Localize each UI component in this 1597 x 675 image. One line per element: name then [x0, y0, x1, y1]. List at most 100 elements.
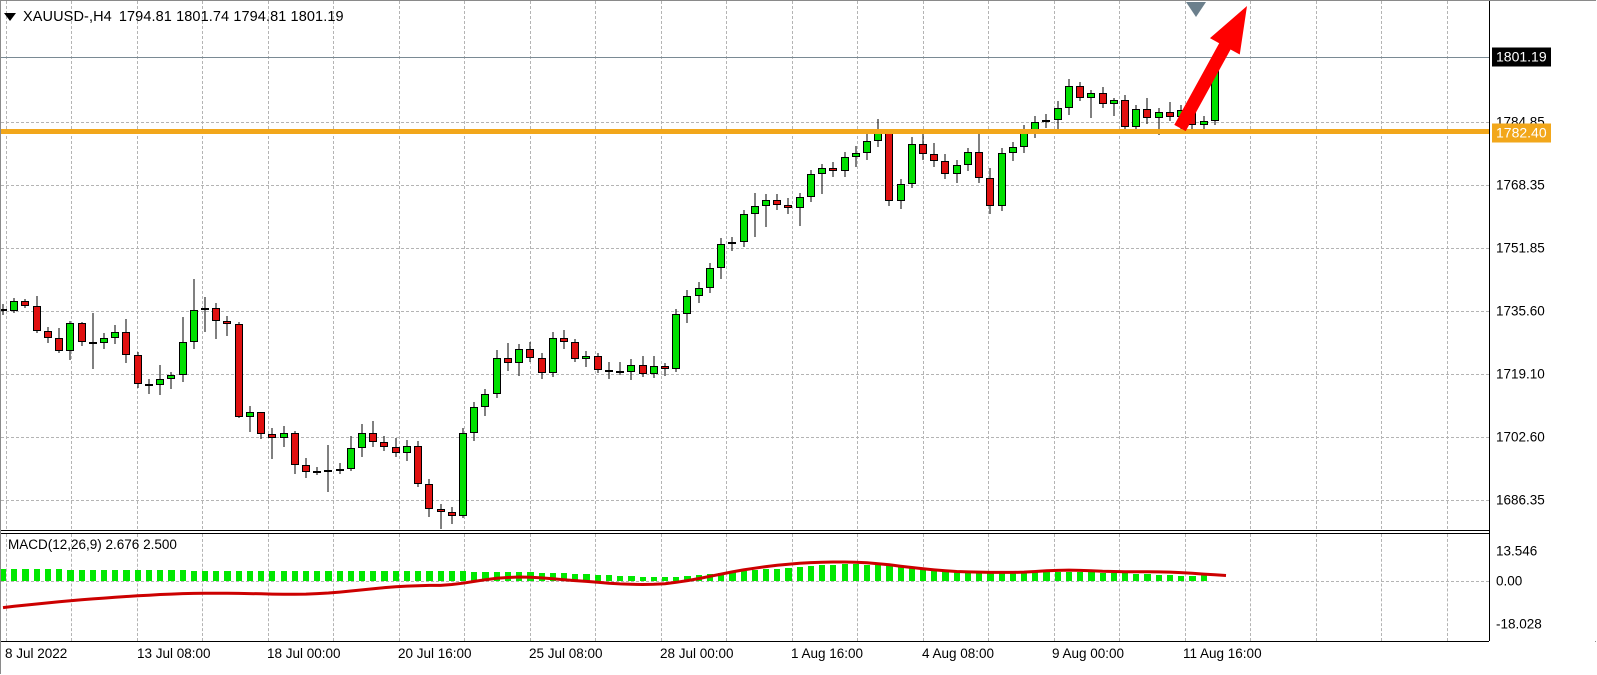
macd-histogram-bar: [168, 570, 175, 581]
candlestick: [324, 1, 333, 529]
macd-histogram-bar: [605, 575, 613, 581]
vertical-gridline: [1184, 1, 1186, 529]
candle-body-bearish: [234, 324, 243, 417]
macd-histogram-bar: [718, 573, 725, 581]
candlestick: [571, 1, 580, 529]
vertical-gridline: [595, 1, 596, 529]
candle-body-bullish: [750, 205, 759, 215]
candlestick: [1, 1, 8, 529]
candle-body-bearish: [593, 356, 602, 371]
vertical-gridline: [464, 1, 465, 529]
candle-body-bearish: [526, 349, 535, 358]
candle-body-bearish: [571, 342, 580, 360]
macd-histogram-bar: [213, 570, 220, 581]
candle-body-bearish: [1076, 86, 1085, 99]
candlestick: [616, 1, 625, 529]
macd-histogram-bar: [471, 571, 478, 581]
macd-histogram-bar: [1166, 575, 1174, 581]
macd-histogram-bar: [179, 570, 186, 581]
macd-histogram-bar: [280, 570, 287, 581]
candle-body-bullish: [245, 412, 254, 417]
candle-wick: [507, 343, 509, 371]
triangle-down-icon[interactable]: [4, 13, 16, 21]
candle-body-bullish: [997, 152, 1006, 206]
macd-histogram-bar: [561, 573, 568, 581]
vertical-gridline: [726, 534, 727, 641]
candle-body-bullish: [896, 183, 905, 202]
price-chart-pane[interactable]: [1, 1, 1489, 529]
vertical-gridline: [1446, 534, 1448, 641]
support-level-line[interactable]: [1, 129, 1489, 134]
candle-body-bearish: [268, 433, 277, 439]
macd-histogram-bar: [1054, 571, 1061, 581]
candle-body-bullish: [862, 141, 871, 153]
macd-histogram-bar: [908, 568, 916, 581]
macd-histogram-bar: [1122, 573, 1129, 581]
candle-body-bearish: [133, 354, 142, 384]
candle-body-bearish: [930, 153, 939, 161]
candle-body-bearish: [32, 305, 41, 331]
candle-wick: [1158, 107, 1160, 136]
pane-separator-top: [1, 530, 1595, 531]
candlestick: [851, 1, 860, 529]
vertical-gridline: [791, 534, 793, 641]
time-scale[interactable]: 8 Jul 2022 13 Jul 08:00 18 Jul 00:00 20 Jul…: [1, 642, 1596, 674]
macd-histogram-bar: [785, 567, 792, 581]
macd-signal-line: [2, 560, 1227, 610]
candlestick: [1098, 1, 1107, 529]
candle-body-bearish: [784, 205, 793, 209]
time-tick-label: 1 Aug 16:00: [791, 646, 864, 661]
macd-indicator-pane[interactable]: MACD(12,26,9) 2.676 2.500: [1, 534, 1489, 641]
macd-histogram-bar: [415, 571, 422, 581]
candlestick: [997, 1, 1006, 529]
candlestick: [290, 1, 299, 529]
macd-tick-label: -18.028: [1496, 616, 1542, 632]
candlestick: [133, 1, 142, 529]
vertical-gridline: [202, 1, 203, 529]
macd-histogram-bar: [1043, 571, 1050, 581]
candle-wick: [754, 192, 756, 237]
macd-histogram-bar: [1021, 572, 1028, 581]
time-tick-label: 18 Jul 00:00: [267, 646, 341, 661]
candlestick: [1188, 1, 1197, 529]
horizontal-gridline: [1, 248, 1489, 249]
macd-histogram-bar: [370, 571, 377, 581]
candlestick: [99, 1, 108, 529]
macd-histogram-bar: [751, 570, 758, 581]
candle-body-bullish: [178, 341, 187, 375]
candlestick: [1087, 1, 1096, 529]
level-price-tag[interactable]: 1782.40: [1492, 123, 1551, 143]
macd-histogram-bar: [639, 576, 646, 581]
candlestick: [301, 1, 310, 529]
vertical-gridline: [1250, 534, 1251, 641]
candle-body-bearish: [447, 512, 456, 516]
candle-body-bullish: [156, 378, 165, 386]
vertical-gridline: [595, 534, 596, 641]
macd-histogram-bar: [807, 565, 815, 581]
candlestick: [705, 1, 714, 529]
candlestick: [1143, 1, 1152, 529]
price-scale[interactable]: 1784.85 1768.35 1751.85 1735.60 1719.10 1702.…: [1490, 1, 1596, 641]
candlestick: [1053, 1, 1062, 529]
candle-body-bullish: [402, 446, 411, 453]
macd-histogram-bar: [830, 564, 837, 581]
vertical-gridline: [1315, 534, 1317, 641]
macd-histogram-bar: [302, 571, 310, 581]
candlestick: [1008, 1, 1017, 529]
candlestick: [346, 1, 355, 529]
candle-body-bearish: [1098, 93, 1107, 104]
time-tick-label: 4 Aug 08:00: [922, 646, 995, 661]
macd-histogram-bar: [112, 569, 119, 581]
candlestick: [10, 1, 19, 529]
horizontal-gridline: [1, 311, 1489, 312]
candlestick: [526, 1, 535, 529]
candle-body-bullish: [492, 357, 501, 394]
candle-body-bullish: [313, 470, 322, 473]
candle-body-bullish: [1199, 120, 1208, 126]
candle-body-bearish: [436, 509, 445, 513]
candle-body-bearish: [223, 320, 232, 325]
candle-body-bullish: [627, 364, 636, 373]
candlestick: [963, 1, 972, 529]
candle-wick: [799, 192, 801, 226]
